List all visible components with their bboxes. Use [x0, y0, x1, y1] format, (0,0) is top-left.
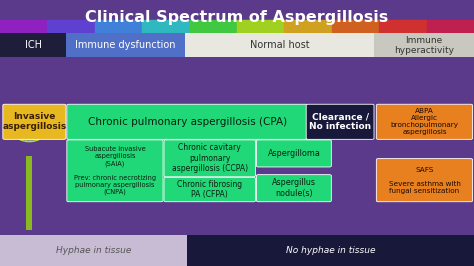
Bar	[0, 0, 474, 20]
Text: Chronic fibrosing
PA (CFPA): Chronic fibrosing PA (CFPA)	[177, 180, 242, 199]
Ellipse shape	[23, 128, 27, 130]
Text: Subacute invasive
aspergillosis
(SAIA)

Prev: chronic necrotizing
pulmonary aspe: Subacute invasive aspergillosis (SAIA) P…	[74, 146, 156, 195]
Ellipse shape	[38, 133, 42, 135]
Text: ICH: ICH	[25, 40, 42, 50]
Bar	[190, 20, 237, 33]
Ellipse shape	[36, 137, 40, 139]
Text: ABPA
Allergic
bronchopulmonary
aspergillosis: ABPA Allergic bronchopulmonary aspergill…	[391, 108, 458, 135]
Ellipse shape	[17, 134, 21, 136]
Ellipse shape	[27, 127, 30, 130]
Bar	[26, 156, 32, 230]
Bar	[379, 20, 427, 33]
Bar	[185, 33, 374, 57]
FancyBboxPatch shape	[67, 104, 308, 139]
Bar	[374, 33, 474, 57]
Bar	[332, 20, 379, 33]
Bar	[95, 20, 142, 33]
Ellipse shape	[33, 138, 37, 140]
FancyBboxPatch shape	[376, 104, 473, 139]
Ellipse shape	[38, 133, 42, 135]
Ellipse shape	[23, 139, 27, 141]
Ellipse shape	[30, 139, 34, 141]
Ellipse shape	[15, 126, 44, 142]
Text: Clearance /
No infection: Clearance / No infection	[309, 112, 371, 131]
Bar	[187, 235, 474, 266]
Ellipse shape	[18, 136, 22, 138]
Bar	[47, 20, 95, 33]
FancyBboxPatch shape	[256, 140, 331, 167]
Ellipse shape	[38, 135, 42, 137]
Text: Chronic pulmonary aspergillosis (CPA): Chronic pulmonary aspergillosis (CPA)	[88, 117, 287, 127]
Text: SAFS

Severe asthma with
fungal sensitization: SAFS Severe asthma with fungal sensitiza…	[389, 167, 460, 194]
Bar	[0, 33, 66, 57]
Ellipse shape	[20, 129, 24, 131]
Ellipse shape	[17, 132, 21, 134]
FancyBboxPatch shape	[256, 175, 331, 202]
Ellipse shape	[36, 130, 40, 132]
Bar	[284, 20, 332, 33]
Ellipse shape	[18, 130, 22, 132]
FancyBboxPatch shape	[67, 140, 163, 202]
Ellipse shape	[27, 139, 30, 141]
FancyBboxPatch shape	[164, 177, 255, 202]
Text: Aspergillus
nodule(s): Aspergillus nodule(s)	[272, 178, 316, 198]
Ellipse shape	[38, 131, 42, 134]
Text: Invasive
aspergillosis: Invasive aspergillosis	[2, 112, 66, 131]
FancyBboxPatch shape	[376, 159, 473, 202]
Ellipse shape	[30, 127, 34, 130]
FancyBboxPatch shape	[306, 104, 374, 139]
Text: No hyphae in tissue: No hyphae in tissue	[286, 246, 375, 255]
Text: Normal host: Normal host	[250, 40, 310, 50]
Text: Immune dysfunction: Immune dysfunction	[75, 40, 176, 50]
Bar	[0, 235, 187, 266]
Ellipse shape	[33, 128, 37, 130]
FancyBboxPatch shape	[3, 104, 66, 139]
Bar	[237, 20, 284, 33]
Bar	[0, 57, 474, 235]
Bar	[427, 20, 474, 33]
Text: Chronic cavitary
pulmonary
aspergillosis (CCPA): Chronic cavitary pulmonary aspergillosis…	[172, 143, 248, 173]
Text: Aspergilloma: Aspergilloma	[267, 149, 320, 158]
FancyBboxPatch shape	[164, 140, 255, 177]
Bar	[66, 33, 185, 57]
Text: Hyphae in tissue: Hyphae in tissue	[56, 246, 131, 255]
Text: Clinical Spectrum of Aspergillosis: Clinical Spectrum of Aspergillosis	[85, 10, 389, 25]
Bar	[0, 20, 47, 33]
Bar	[142, 20, 190, 33]
Text: Immune
hyperactivity: Immune hyperactivity	[394, 36, 454, 55]
Ellipse shape	[20, 138, 24, 140]
